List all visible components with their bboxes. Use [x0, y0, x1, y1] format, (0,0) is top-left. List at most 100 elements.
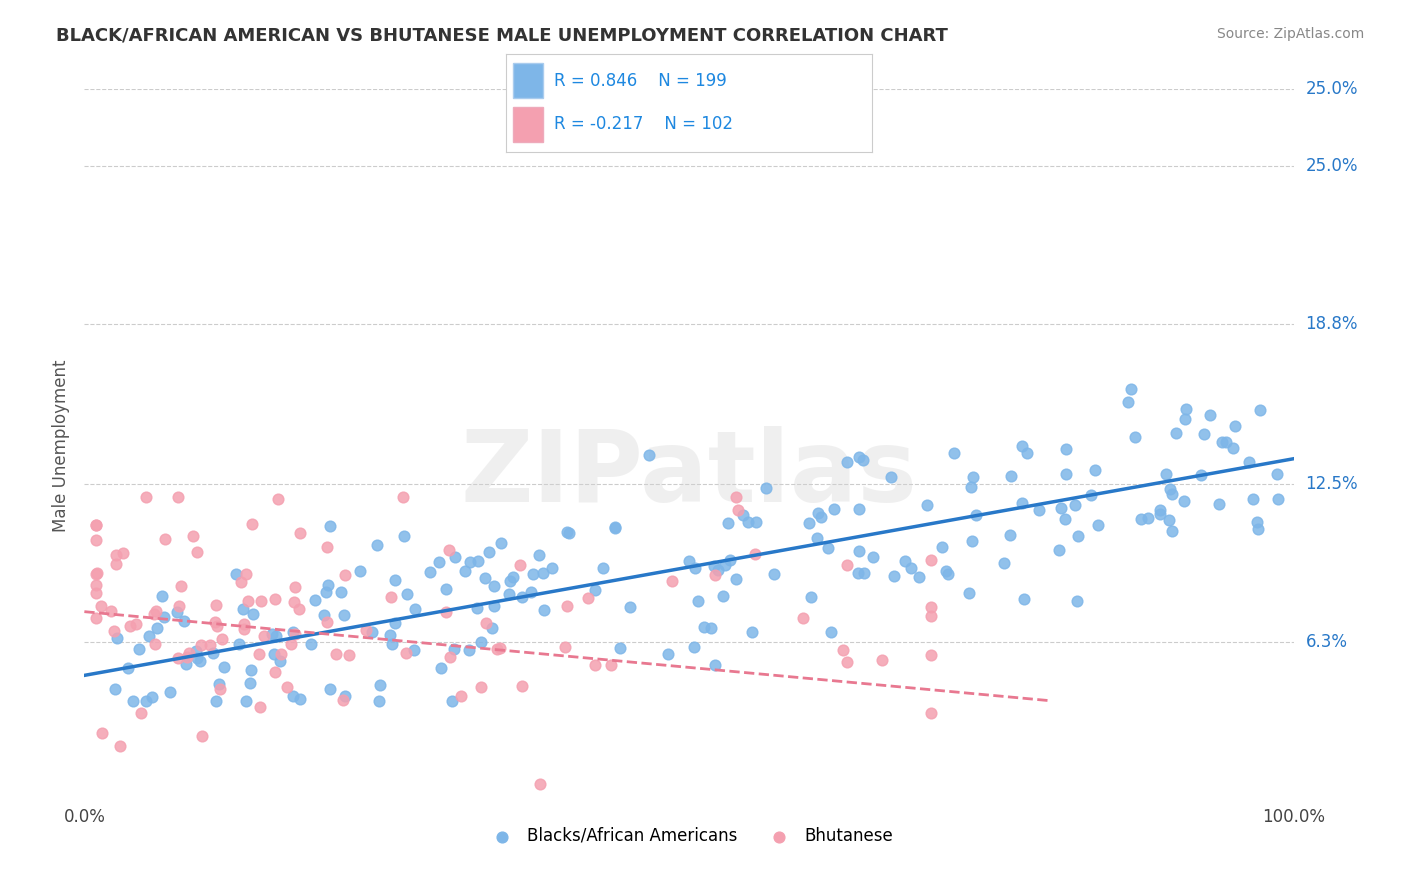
Point: [233, 617, 256, 632]
Point: [117, 661, 139, 675]
Point: [86, 518, 108, 533]
Point: [333, 608, 356, 623]
Point: [174, 657, 197, 671]
Point: [86, 533, 108, 547]
Point: [1199, 408, 1222, 422]
Point: [533, 603, 555, 617]
Point: [703, 567, 725, 582]
Point: [283, 625, 305, 640]
Point: [395, 587, 418, 601]
Point: [1215, 435, 1237, 450]
Point: [520, 585, 543, 599]
Point: [208, 677, 231, 691]
Point: [714, 558, 737, 572]
Point: [703, 559, 725, 574]
Point: [792, 610, 814, 624]
Point: [823, 501, 845, 516]
Point: [318, 519, 340, 533]
Point: [100, 604, 122, 618]
Point: [202, 646, 225, 660]
Point: [236, 594, 259, 608]
Point: [1175, 401, 1198, 416]
Point: [437, 542, 460, 557]
Point: [312, 608, 335, 623]
Point: [762, 566, 785, 581]
Point: [333, 689, 356, 703]
Text: 25.0%: 25.0%: [1306, 157, 1358, 175]
Point: [1189, 468, 1212, 483]
Point: [150, 590, 173, 604]
Point: [965, 508, 987, 522]
Point: [1265, 467, 1288, 481]
Point: [920, 553, 942, 567]
Point: [685, 561, 707, 575]
Point: [439, 649, 461, 664]
Point: [190, 638, 212, 652]
Point: [284, 627, 307, 641]
Point: [1208, 497, 1230, 511]
Point: [264, 665, 287, 680]
Point: [454, 564, 477, 578]
Point: [837, 455, 859, 469]
Point: [1160, 524, 1182, 538]
Point: [1066, 594, 1088, 608]
Point: [434, 582, 457, 596]
Point: [143, 637, 166, 651]
Point: [1130, 511, 1153, 525]
Point: [427, 555, 450, 569]
Point: [381, 637, 404, 651]
Text: 6.3%: 6.3%: [1306, 633, 1347, 651]
Point: [806, 531, 828, 545]
Point: [186, 643, 208, 657]
Point: [173, 614, 195, 628]
Point: [1246, 515, 1268, 529]
Point: [443, 550, 465, 565]
Point: [141, 690, 163, 704]
Point: [920, 599, 942, 614]
Point: [264, 629, 287, 643]
Point: [198, 638, 221, 652]
Point: [835, 656, 858, 670]
Point: [252, 629, 274, 643]
Text: Source: ZipAtlas.com: Source: ZipAtlas.com: [1216, 27, 1364, 41]
Point: [108, 739, 131, 753]
Point: [384, 616, 406, 631]
Point: [86, 517, 108, 532]
Point: [263, 648, 285, 662]
Bar: [513, 63, 543, 98]
Point: [831, 643, 853, 657]
Point: [368, 678, 391, 692]
Point: [170, 579, 193, 593]
Point: [1067, 529, 1090, 543]
Point: [499, 574, 522, 588]
Point: [159, 684, 181, 698]
Point: [167, 490, 190, 504]
Point: [541, 561, 564, 575]
Point: [1080, 488, 1102, 502]
Point: [678, 554, 700, 568]
Point: [225, 566, 247, 581]
Point: [512, 591, 534, 605]
Point: [91, 726, 114, 740]
Point: [817, 541, 839, 555]
Point: [686, 594, 709, 608]
Point: [609, 640, 631, 655]
Point: [502, 570, 524, 584]
Point: [318, 681, 340, 696]
Point: [177, 646, 200, 660]
Point: [105, 632, 128, 646]
Point: [152, 610, 174, 624]
Point: [485, 642, 508, 657]
Point: [510, 679, 533, 693]
Point: [1247, 522, 1270, 536]
Point: [555, 524, 578, 539]
Point: [231, 574, 253, 589]
Point: [240, 516, 263, 531]
Point: [367, 694, 389, 708]
Point: [1249, 403, 1271, 417]
Point: [135, 694, 157, 708]
Point: [638, 448, 661, 462]
Point: [378, 628, 401, 642]
Point: [1028, 503, 1050, 517]
Point: [392, 490, 415, 504]
